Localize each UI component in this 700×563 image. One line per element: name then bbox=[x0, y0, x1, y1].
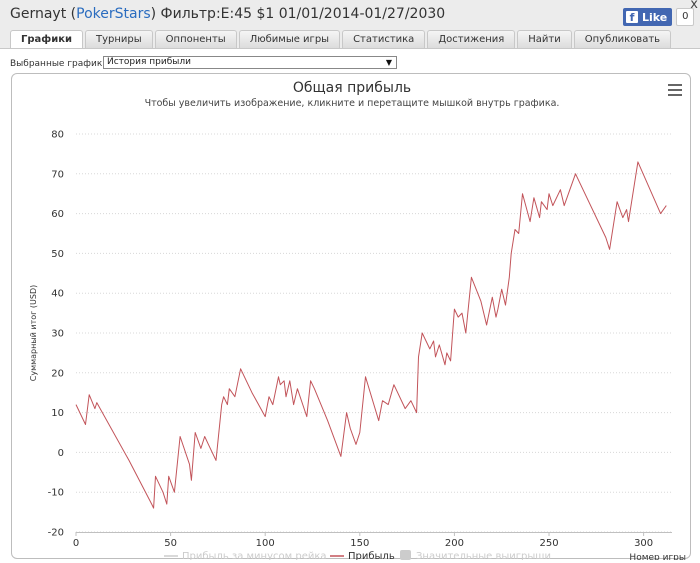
tab-charts[interactable]: Графики bbox=[10, 30, 84, 49]
y-tick-label: 80 bbox=[51, 130, 64, 141]
y-tick-label: 30 bbox=[51, 329, 64, 340]
facebook-icon: f bbox=[626, 11, 638, 24]
y-tick-label: 40 bbox=[51, 289, 64, 300]
chart-panel[interactable]: Общая прибыль Чтобы увеличить изображение… bbox=[11, 73, 692, 560]
x-tick-label: 200 bbox=[445, 538, 464, 549]
y-tick-label: 60 bbox=[51, 209, 64, 220]
legend-symbol-big-wins bbox=[400, 550, 411, 560]
dropdown-arrow-icon: ▼ bbox=[385, 58, 392, 67]
x-tick-label: 100 bbox=[256, 538, 275, 549]
tab-tournaments[interactable]: Турниры bbox=[85, 30, 153, 48]
legend-item-big-wins: Значительные выигрыши bbox=[416, 551, 551, 560]
header-bar: Gernayt (PokerStars) Фильтр:E:45 $1 01/0… bbox=[0, 0, 700, 30]
tab-bar: Графики Турниры Оппоненты Любимые игры С… bbox=[10, 30, 672, 49]
chart-selector-value: История прибыли bbox=[107, 57, 191, 67]
y-tick-label: 10 bbox=[51, 408, 64, 419]
chart-selector-dropdown[interactable]: История прибыли ▼ bbox=[103, 56, 397, 69]
legend-item-net-profit: Прибыль за минусом рейка bbox=[182, 551, 327, 560]
tab-search[interactable]: Найти bbox=[517, 30, 572, 48]
y-tick-label: 50 bbox=[51, 249, 64, 260]
facebook-like-button[interactable]: f Like bbox=[623, 8, 673, 26]
like-label: Like bbox=[642, 10, 668, 24]
chart-title: Общая прибыль bbox=[293, 80, 411, 96]
chart-subtitle: Чтобы увеличить изображение, кликните и … bbox=[145, 98, 560, 109]
like-count: 0 bbox=[676, 8, 695, 26]
y-tick-label: 20 bbox=[51, 368, 64, 379]
tab-publish[interactable]: Опубликовать bbox=[573, 30, 672, 48]
chart-selector-label: Выбранные графики: bbox=[10, 59, 112, 69]
site-link[interactable]: PokerStars bbox=[76, 6, 151, 22]
legend-item-profit: Прибыль bbox=[348, 551, 395, 560]
x-tick-label: 150 bbox=[350, 538, 369, 549]
tab-achievements[interactable]: Достижения bbox=[427, 30, 516, 48]
y-axis-title: Суммарный итог (USD) bbox=[29, 285, 38, 382]
y-tick-label: 0 bbox=[58, 448, 64, 459]
series-line-profit bbox=[75, 161, 667, 509]
x-tick-label: 50 bbox=[164, 538, 177, 549]
tab-statistics[interactable]: Статистика bbox=[342, 30, 426, 48]
tab-content: Выбранные графики: История прибыли ▼ Общ… bbox=[0, 48, 700, 563]
x-tick-label: 250 bbox=[539, 538, 558, 549]
tab-opponents[interactable]: Оппоненты bbox=[154, 30, 237, 48]
y-tick-label: -20 bbox=[48, 528, 64, 539]
player-name: Gernayt bbox=[10, 6, 67, 22]
facebook-like-widget: f Like 0 bbox=[623, 8, 695, 26]
x-tick-label: 300 bbox=[634, 538, 653, 549]
x-tick-label: 0 bbox=[73, 538, 79, 549]
chart-menu-icon[interactable] bbox=[668, 84, 682, 96]
close-icon[interactable]: x bbox=[690, 0, 698, 12]
page-title: Gernayt (PokerStars) Фильтр:E:45 $1 01/0… bbox=[10, 6, 446, 22]
filter-text: Фильтр:E:45 $1 01/01/2014-01/27/2030 bbox=[160, 6, 446, 22]
y-tick-label: 70 bbox=[51, 169, 64, 180]
tab-favorite-games[interactable]: Любимые игры bbox=[238, 30, 341, 48]
profit-chart[interactable]: Общая прибыль Чтобы увеличить изображение… bbox=[12, 74, 692, 560]
y-tick-label: -10 bbox=[48, 488, 64, 499]
x-axis-title: Номер игры bbox=[629, 553, 686, 560]
